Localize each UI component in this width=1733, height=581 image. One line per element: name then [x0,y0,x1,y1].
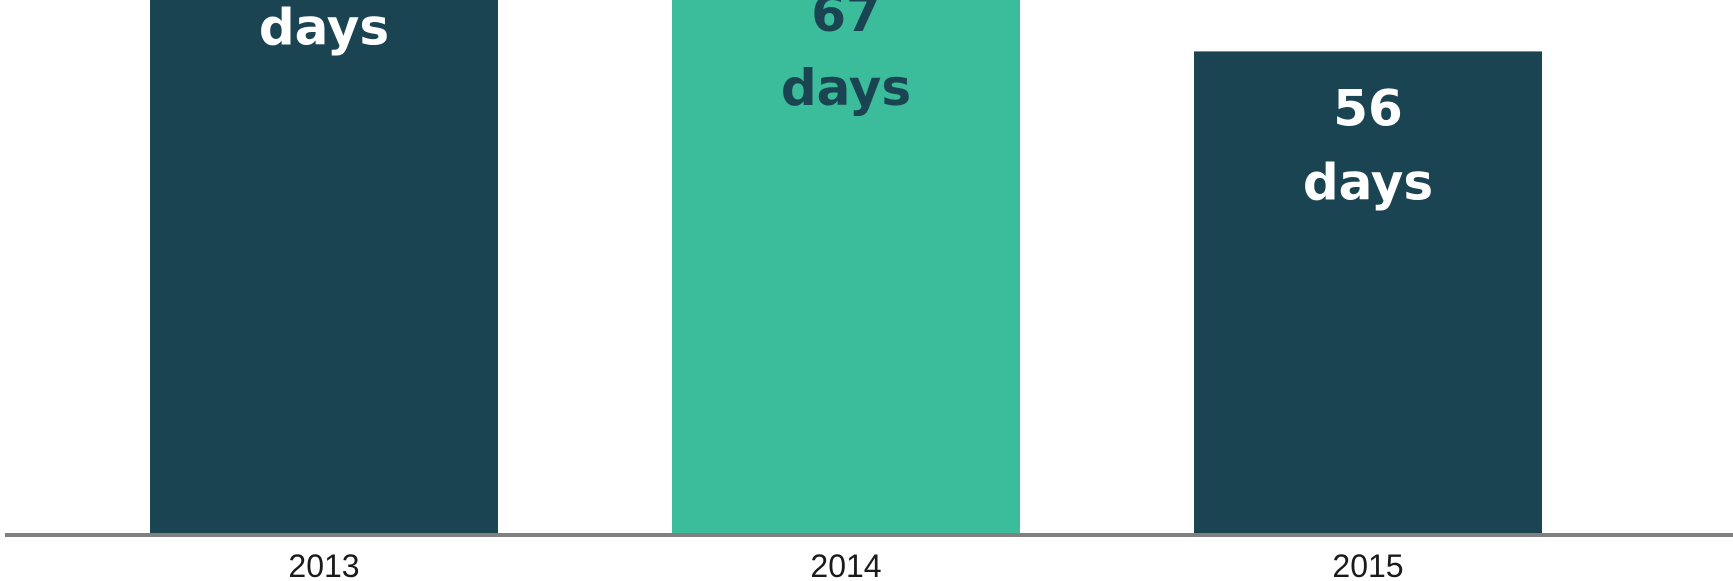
bars-group [150,0,1542,534]
x-tick-label-2014: 2014 [810,548,881,581]
data-labels-group: 74days67days56days [259,0,1433,211]
data-label-value-2015: 56 [1333,79,1403,137]
x-tick-label-2015: 2015 [1332,548,1403,581]
data-label-value-2014: 67 [811,0,881,43]
data-label-unit-2014: days [781,59,911,117]
data-label-unit-2013: days [259,0,389,57]
data-label-unit-2015: days [1303,153,1433,211]
x-tick-label-2013: 2013 [288,548,359,581]
bar-2014 [672,0,1020,534]
bar-2013 [150,0,498,534]
bar-2015 [1194,51,1542,534]
x-tick-labels-group: 2013 2014 2015 [288,548,1403,581]
